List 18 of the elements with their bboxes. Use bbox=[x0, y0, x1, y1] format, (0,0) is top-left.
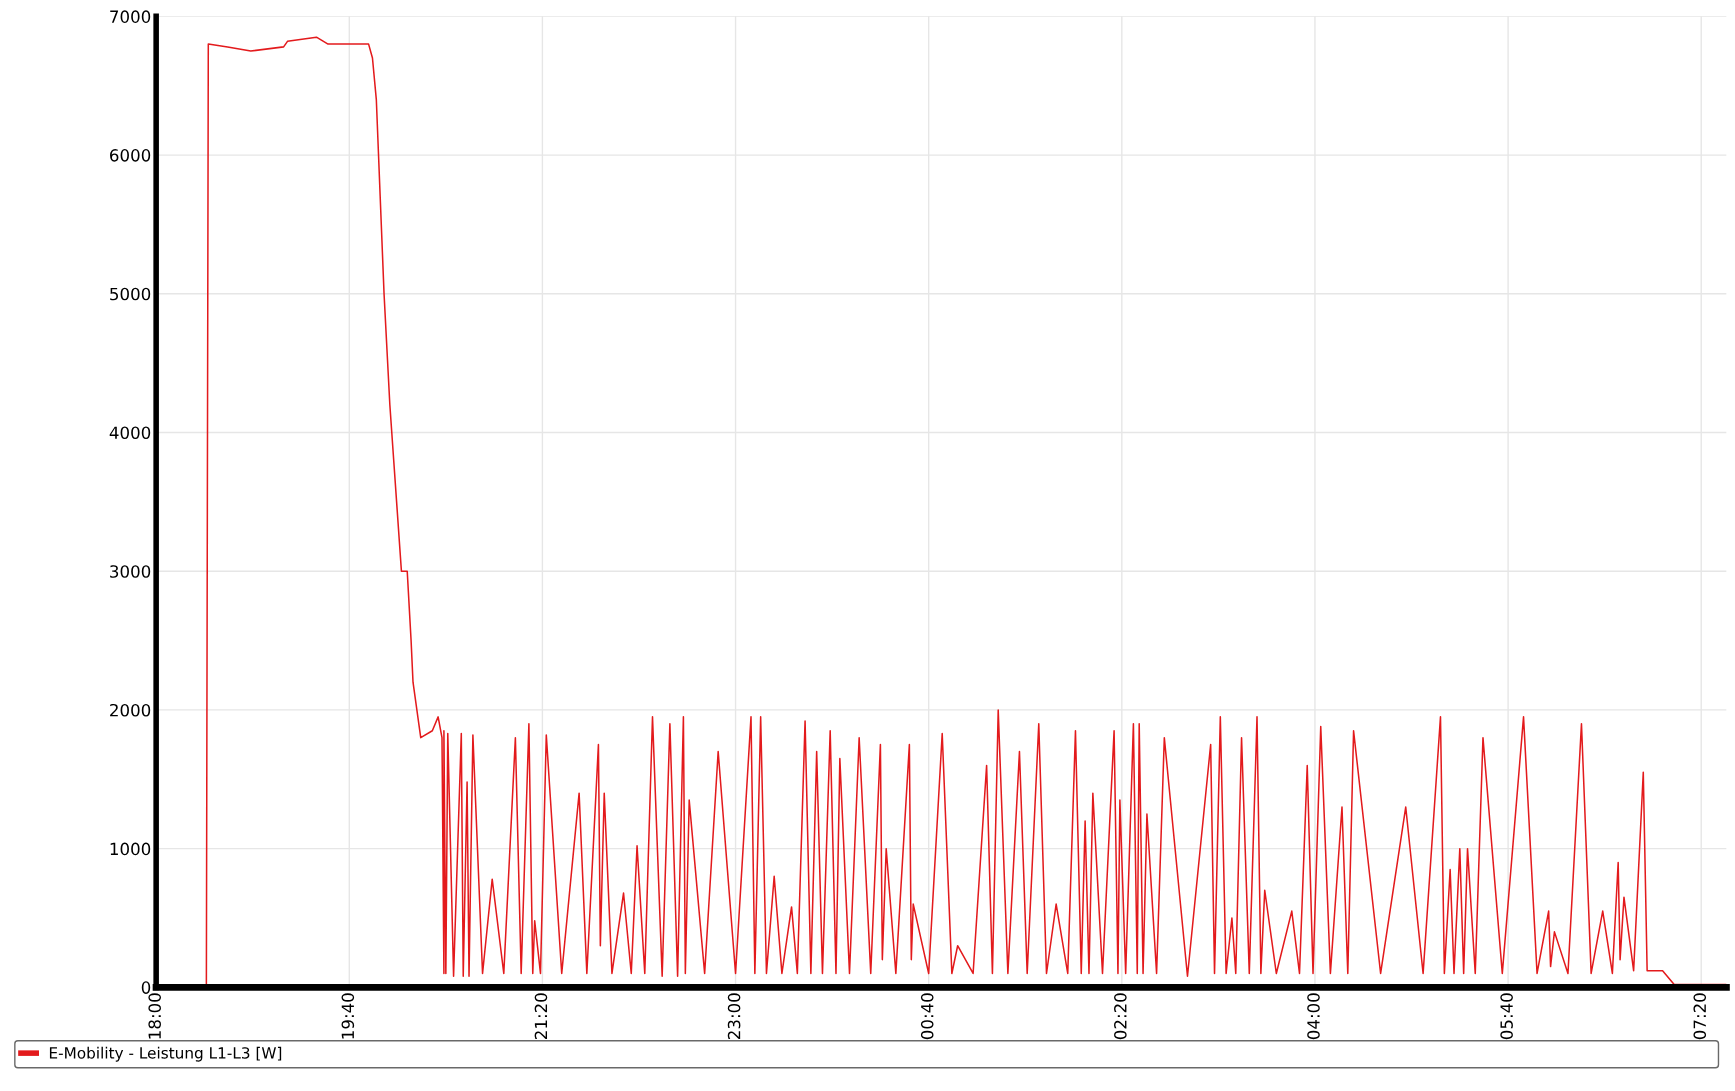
x-tick-label: 04:00 bbox=[1307, 993, 1320, 1040]
y-tick-label: 4000 bbox=[109, 426, 151, 440]
x-tick-label: 02:20 bbox=[1114, 993, 1127, 1040]
x-tick-label: 23:00 bbox=[727, 993, 741, 1040]
y-tick-label: 2000 bbox=[110, 703, 151, 717]
y-tick-label: 5000 bbox=[110, 287, 151, 301]
x-tick-label: 05:40 bbox=[1500, 993, 1513, 1040]
y-tick-label: 3000 bbox=[110, 565, 151, 578]
y-tick-label: 0 bbox=[141, 981, 151, 994]
x-tick-label: 19:40 bbox=[341, 993, 355, 1039]
x-tick-label: 00:40 bbox=[920, 993, 934, 1040]
x-tick-label: 18:00 bbox=[148, 993, 161, 1039]
y-tick-label: 6000 bbox=[110, 149, 151, 162]
x-tick-label: 07:20 bbox=[1693, 993, 1707, 1040]
legend-label: E-Mobility - Leistung L1-L3 [W] bbox=[49, 1046, 282, 1062]
y-tick-label: 7000 bbox=[110, 10, 151, 23]
y-tick-label: 1000 bbox=[110, 842, 151, 856]
x-tick-label: 21:20 bbox=[534, 993, 548, 1040]
